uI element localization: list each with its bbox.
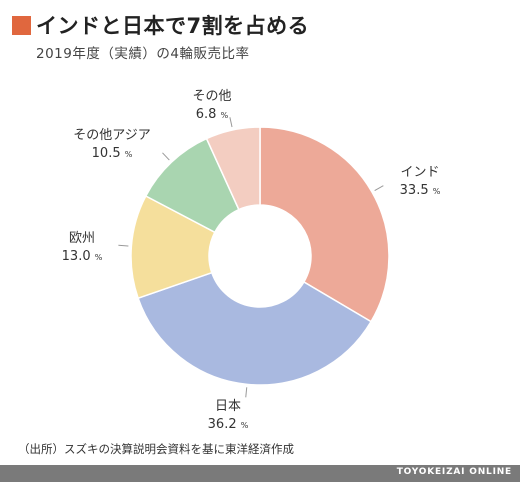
leader-line-4 — [229, 117, 233, 128]
slice-value-1: 36.2 % — [208, 417, 249, 432]
chart-title-text: インドと日本で7割を占める — [36, 14, 310, 38]
chart-leader-lines — [118, 117, 384, 398]
footer-bar: TOYOKEIZAI ONLINE — [0, 465, 520, 482]
slice-label-4: その他 — [192, 89, 231, 104]
slice-4 — [205, 126, 261, 211]
slice-value-2: 13.0 % — [62, 249, 103, 264]
slice-0 — [259, 126, 390, 323]
chart-subtitle: 2019年度（実績）の4輪販売比率 — [36, 46, 250, 62]
chart-slices — [130, 126, 390, 386]
title-marker — [12, 15, 31, 35]
leader-line-3 — [162, 152, 170, 161]
slice-label-1: 日本 — [215, 399, 241, 414]
slice-label-2: 欧州 — [69, 231, 95, 246]
chart-title: インドと日本で7割を占める — [12, 10, 309, 40]
slice-label-3: その他アジア — [73, 128, 150, 143]
donut-chart: インド 33.5 % 日本 36.2 % 欧州 13.0 % その他アジア 10.5 % その他… — [62, 89, 441, 432]
slice-1 — [137, 271, 373, 386]
leader-line-0 — [374, 185, 384, 192]
brand-logo: TOYOKEIZAI ONLINE — [396, 467, 512, 477]
slice-value-4: 6.8 % — [196, 107, 229, 122]
slice-label-0: インド — [400, 165, 439, 180]
leader-line-1 — [245, 387, 248, 398]
leader-line-2 — [118, 244, 129, 247]
source-note: （出所）スズキの決算説明会資料を基に東洋経済作成 — [18, 442, 294, 456]
slice-value-3: 10.5 % — [92, 146, 133, 161]
slice-value-0: 33.5 % — [400, 183, 441, 198]
chart-labels: インド 33.5 % 日本 36.2 % 欧州 13.0 % その他アジア 10.5 % その他… — [62, 89, 441, 432]
